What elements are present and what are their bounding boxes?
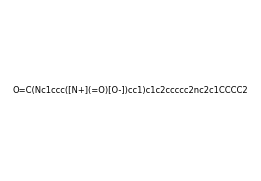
Text: O=C(Nc1ccc([N+](=O)[O-])cc1)c1c2ccccc2nc2c1CCCC2: O=C(Nc1ccc([N+](=O)[O-])cc1)c1c2ccccc2nc… bbox=[13, 87, 248, 96]
